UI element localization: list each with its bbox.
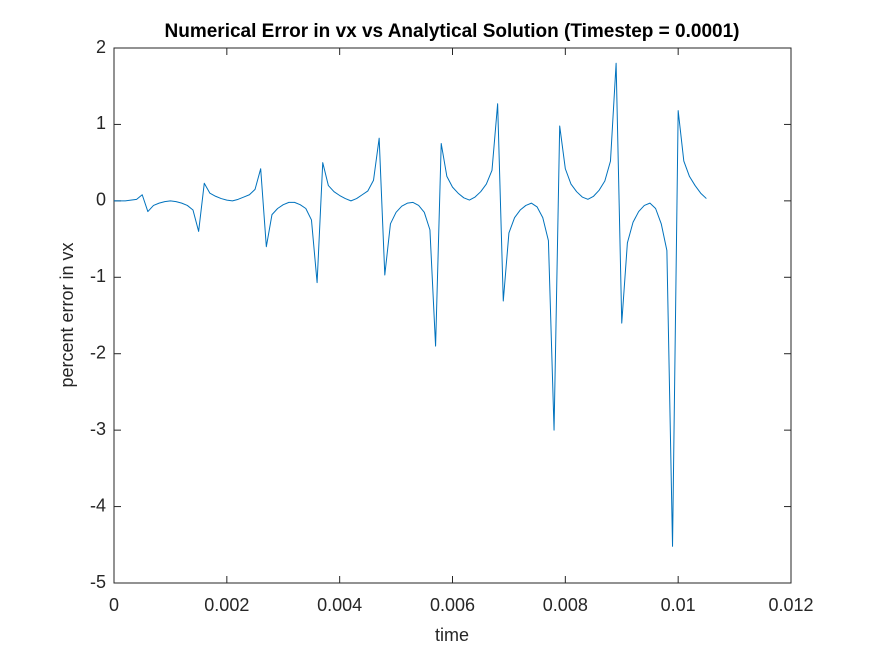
x-tick-label: 0.008 <box>543 595 588 615</box>
y-tick-label: -2 <box>90 342 106 362</box>
y-tick-label: -1 <box>90 266 106 286</box>
x-tick-label: 0.004 <box>317 595 362 615</box>
x-tick-label: 0.002 <box>204 595 249 615</box>
x-tick-label: 0.01 <box>661 595 696 615</box>
y-tick-label: 2 <box>96 37 106 57</box>
y-tick-label: 1 <box>96 113 106 133</box>
x-axis-label: time <box>435 625 469 645</box>
y-tick-label: 0 <box>96 190 106 210</box>
data-line <box>114 62 707 547</box>
axes-box <box>113 47 792 584</box>
x-tick-label: 0.006 <box>430 595 475 615</box>
y-tick-label: -4 <box>90 495 106 515</box>
x-tick-label: 0 <box>109 595 119 615</box>
chart-title: Numerical Error in vx vs Analytical Solu… <box>165 21 740 42</box>
y-axis-label: percent error in vx <box>57 242 77 387</box>
y-tick-label: -3 <box>90 419 106 439</box>
y-tick-label: -5 <box>90 572 106 592</box>
x-tick-label: 0.012 <box>768 595 813 615</box>
